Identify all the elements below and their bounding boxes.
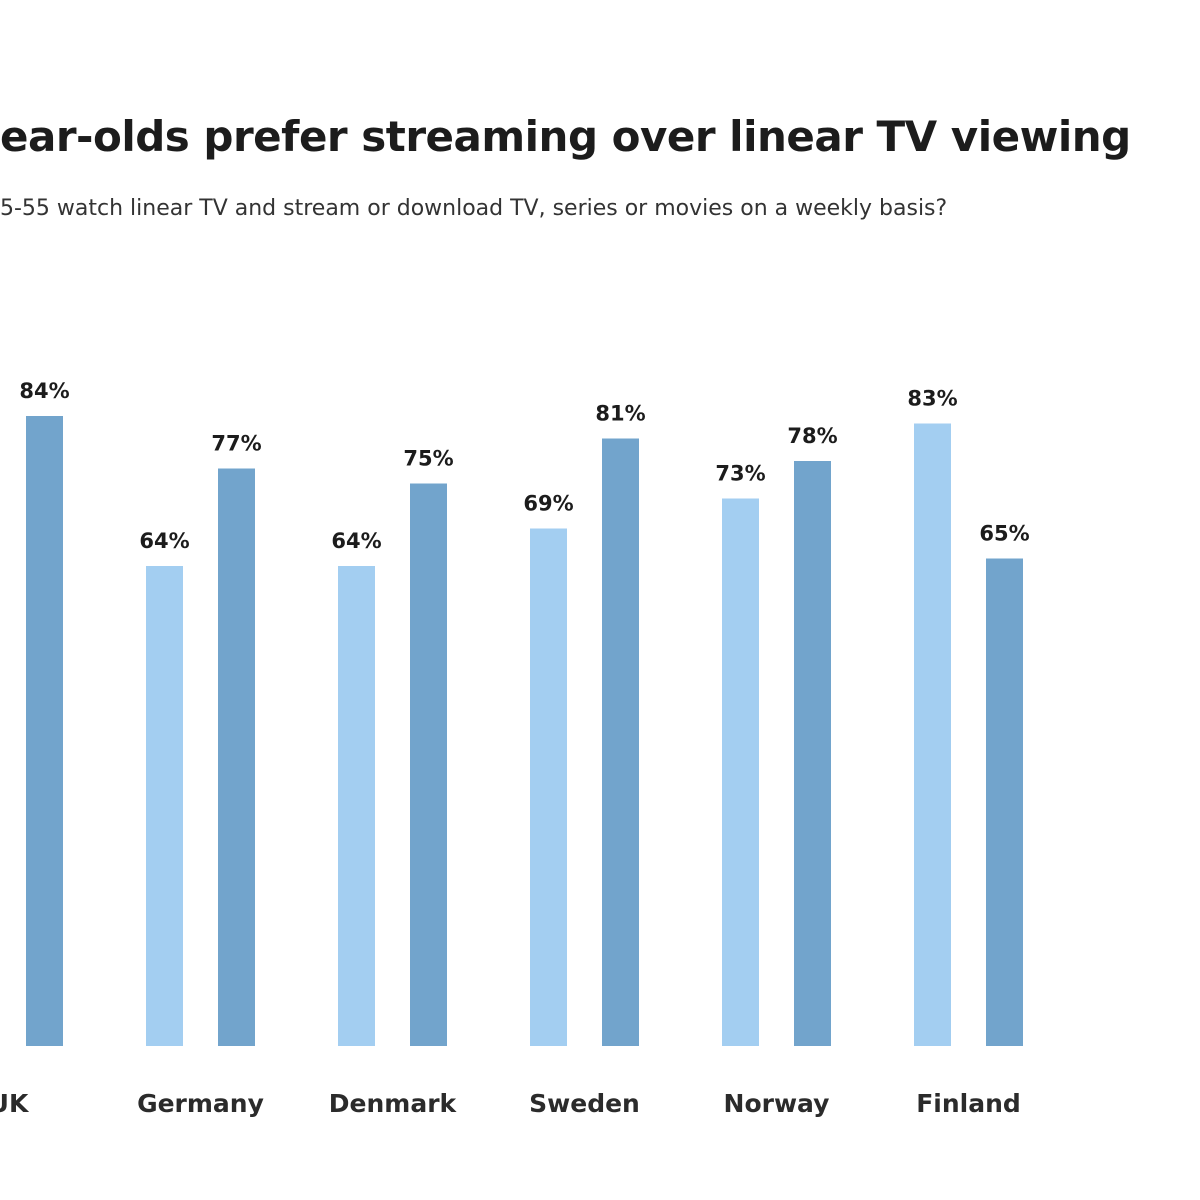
data-label-sweden-series-2: 81% <box>595 402 645 426</box>
bar-sweden-series-2 <box>602 438 639 1046</box>
top-border <box>0 0 1200 14</box>
data-label-denmark-series-1: 64% <box>331 529 381 553</box>
bar-finland-series-1 <box>914 423 951 1046</box>
data-label-finland-series-2: 65% <box>979 522 1029 546</box>
chart-title: ear-olds prefer streaming over linear TV… <box>0 112 1131 161</box>
bar-norway-series-2 <box>794 461 831 1046</box>
bar-germany-series-2 <box>218 468 255 1046</box>
data-label-norway-series-2: 78% <box>787 424 837 448</box>
bar-germany-series-1 <box>146 566 183 1046</box>
chart-subtitle: 5-55 watch linear TV and stream or downl… <box>0 196 948 221</box>
bar-denmark-series-2 <box>410 483 447 1046</box>
data-label-germany-series-1: 64% <box>139 529 189 553</box>
data-label-denmark-series-2: 75% <box>403 447 453 471</box>
bar-finland-series-2 <box>986 558 1023 1046</box>
bar-denmark-series-1 <box>338 566 375 1046</box>
category-label-sweden: Sweden <box>529 1089 640 1118</box>
data-label-finland-series-1: 83% <box>907 387 957 411</box>
data-label-uk-series-2: 84% <box>19 379 69 403</box>
category-label-denmark: Denmark <box>329 1089 458 1118</box>
category-label-norway: Norway <box>724 1089 830 1118</box>
category-label-finland: Finland <box>916 1089 1021 1118</box>
category-label-germany: Germany <box>137 1089 264 1118</box>
category-label-uk: UK <box>0 1089 30 1118</box>
data-label-germany-series-2: 77% <box>211 432 261 456</box>
bar-norway-series-1 <box>722 498 759 1046</box>
bar-uk-series-2 <box>26 416 63 1046</box>
data-label-norway-series-1: 73% <box>715 462 765 486</box>
bar-sweden-series-1 <box>530 528 567 1046</box>
data-label-sweden-series-1: 69% <box>523 492 573 516</box>
